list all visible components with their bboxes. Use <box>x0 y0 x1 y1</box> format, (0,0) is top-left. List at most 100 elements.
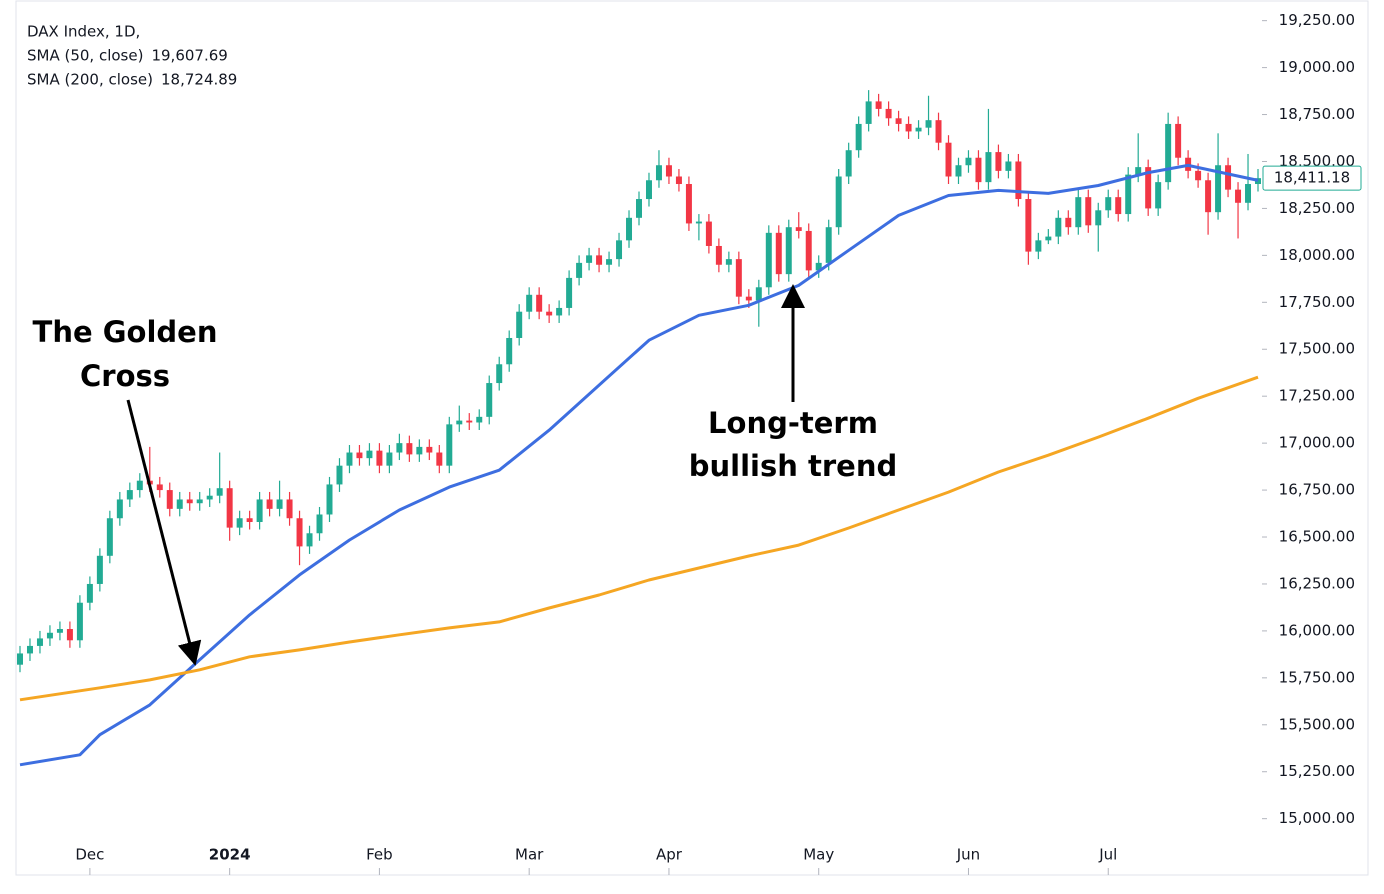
candle-body <box>376 450 383 466</box>
candle-body <box>1065 217 1072 228</box>
annotation-text: Long-term <box>708 406 878 440</box>
candle-body <box>995 152 1002 171</box>
candle-body <box>965 157 972 166</box>
candle-body <box>406 443 413 455</box>
legend-name: SMA (200, close) <box>27 71 153 89</box>
candle-body <box>606 259 613 265</box>
candle-body <box>1155 182 1162 209</box>
candle-body <box>436 452 443 466</box>
candle-body <box>1115 197 1122 215</box>
candle-body <box>745 296 752 301</box>
y-tick-label: 18,500.00 <box>1279 152 1355 170</box>
candle-body <box>1175 123 1182 158</box>
candle-body <box>825 227 832 263</box>
candle-body <box>136 480 143 491</box>
candle-body <box>945 142 952 177</box>
candle-body <box>256 499 263 522</box>
candle-body <box>106 518 113 556</box>
candle-body <box>645 180 652 200</box>
candle-body <box>1075 197 1082 228</box>
candle-body <box>1195 170 1202 181</box>
candle-body <box>815 262 822 271</box>
candle-body <box>855 123 862 151</box>
candle-body <box>665 165 672 177</box>
candle-body <box>166 490 173 509</box>
y-tick-label: 16,250.00 <box>1279 574 1355 592</box>
last-price-box <box>1262 165 1362 191</box>
candle-body <box>755 287 762 301</box>
candle-body <box>785 227 792 275</box>
candle-body <box>296 518 303 547</box>
y-tick-label: 17,000.00 <box>1279 434 1355 452</box>
candle-body <box>346 452 353 466</box>
annotation-text: Cross <box>80 359 170 393</box>
x-tick-label: Dec <box>75 846 104 864</box>
candle-body <box>775 232 782 275</box>
candle-body <box>586 255 593 263</box>
x-tick-label: 2024 <box>209 846 251 864</box>
y-tick-label: 18,750.00 <box>1279 105 1355 123</box>
candle-body <box>735 259 742 297</box>
candle-body <box>795 227 802 231</box>
candle-body <box>476 416 483 423</box>
candle-body <box>496 364 503 384</box>
candle-body <box>266 499 273 509</box>
candle-body <box>226 488 233 528</box>
candle-body <box>865 101 872 124</box>
x-tick-label: Jun <box>956 846 980 864</box>
candle-body <box>536 294 543 312</box>
candle-body <box>66 629 73 641</box>
candle-body <box>626 217 633 241</box>
candle-body <box>76 602 83 641</box>
candle-body <box>506 337 513 365</box>
candle-body <box>96 555 103 584</box>
candle-body <box>56 629 63 633</box>
candle-body <box>246 518 253 522</box>
candle-body <box>1125 174 1132 215</box>
candle-body <box>556 307 563 316</box>
candle-body <box>805 230 812 271</box>
candle-body <box>396 443 403 453</box>
candle-body <box>835 176 842 228</box>
candle-body <box>416 446 423 455</box>
candle-body <box>426 446 433 453</box>
x-tick-label: Mar <box>515 846 544 864</box>
candle-body <box>1085 197 1092 226</box>
candle-body <box>286 499 293 519</box>
candle-body <box>126 490 133 500</box>
y-tick-label: 15,000.00 <box>1279 809 1355 827</box>
legend-value: 18,724.89 <box>161 71 237 89</box>
candle-body <box>386 452 393 466</box>
candle-body <box>765 232 772 288</box>
candle-body <box>316 514 323 534</box>
candle-body <box>705 221 712 246</box>
y-tick-label: 18,250.00 <box>1279 199 1355 217</box>
y-tick-label: 18,000.00 <box>1279 246 1355 264</box>
y-tick-label: 17,500.00 <box>1279 340 1355 358</box>
candle-body <box>685 184 692 224</box>
y-tick-label: 19,000.00 <box>1279 58 1355 76</box>
candle-body <box>116 499 123 519</box>
x-tick-label: Jul <box>1098 846 1117 864</box>
candle-body <box>516 311 523 338</box>
y-tick-label: 16,500.00 <box>1279 528 1355 546</box>
legend-name: SMA (50, close) <box>27 47 143 65</box>
chart-frame <box>15 0 1369 876</box>
candle-body <box>1135 167 1142 175</box>
candle-body <box>975 157 982 183</box>
candle-body <box>875 101 882 109</box>
candle-body <box>985 152 992 183</box>
candle-body <box>1035 240 1042 252</box>
candle-body <box>276 499 283 509</box>
candle-body <box>1235 189 1242 203</box>
annotation-arrow <box>126 399 202 666</box>
x-tick-label: Apr <box>656 846 683 864</box>
candle-body <box>1095 210 1102 226</box>
candle-body <box>955 165 962 177</box>
candle-body <box>486 383 493 417</box>
candle-body <box>1015 161 1022 200</box>
candle-body <box>336 465 343 485</box>
candle-body <box>1005 161 1012 171</box>
candle-body <box>26 645 33 654</box>
x-tick-label: Feb <box>366 846 393 864</box>
